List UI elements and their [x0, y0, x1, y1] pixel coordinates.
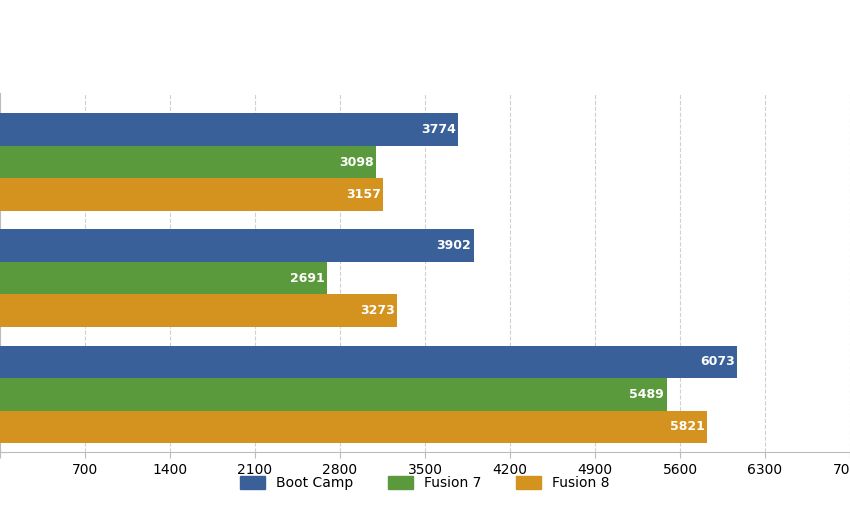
Text: 3098: 3098	[339, 156, 374, 169]
Text: 6073: 6073	[700, 355, 735, 369]
Bar	[0, 262, 326, 295]
Bar	[0, 295, 398, 327]
Bar	[0, 114, 458, 146]
Text: 3273: 3273	[360, 304, 395, 317]
Text: 5489: 5489	[629, 388, 664, 401]
Bar	[0, 411, 707, 443]
Text: 2691: 2691	[290, 272, 325, 285]
Bar	[0, 229, 473, 262]
Bar	[0, 345, 738, 378]
Text: PCMark 8: PCMark 8	[132, 60, 228, 79]
Text: VMware Fusion 8 Benchmarks: VMware Fusion 8 Benchmarks	[132, 21, 434, 39]
Bar	[0, 178, 383, 211]
Bar	[0, 378, 666, 411]
Bar	[0, 146, 377, 178]
Text: 3157: 3157	[346, 188, 381, 201]
Text: 5821: 5821	[670, 420, 705, 433]
Legend: Boot Camp, Fusion 7, Fusion 8: Boot Camp, Fusion 7, Fusion 8	[235, 471, 615, 495]
Text: 3774: 3774	[421, 123, 456, 136]
Text: 3902: 3902	[437, 239, 472, 252]
